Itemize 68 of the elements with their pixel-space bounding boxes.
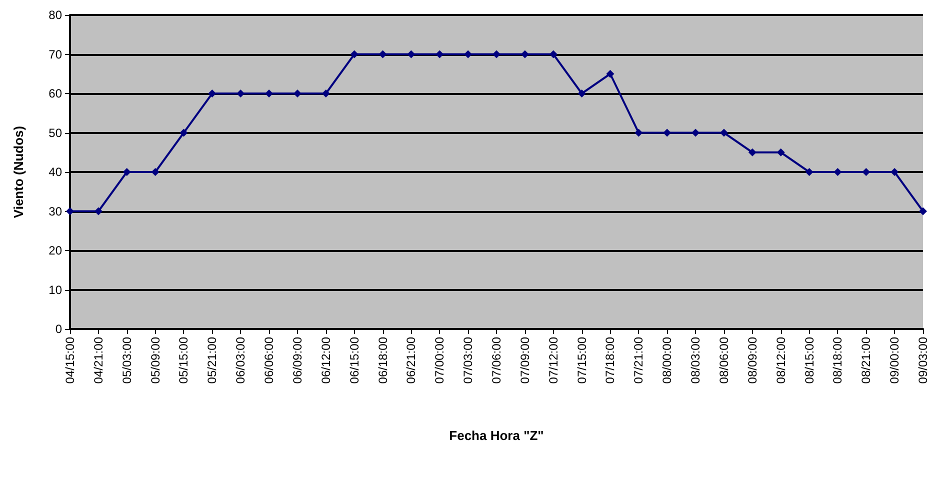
point — [862, 168, 870, 176]
x-tick-label: 08/09:00 — [745, 336, 760, 384]
x-tick-label: 05/09:00 — [148, 336, 162, 384]
x-tick-label: 05/03:00 — [120, 336, 134, 384]
x-tick-label: 07/00:00 — [432, 336, 447, 384]
y-tick-label: 70 — [48, 47, 62, 62]
y-tick-label: 0 — [55, 322, 62, 336]
x-tick-label: 08/03:00 — [688, 336, 703, 384]
x-tick-label: 04/15:00 — [63, 336, 77, 384]
point — [748, 148, 756, 156]
x-tick-label: 07/09:00 — [518, 336, 532, 384]
x-tick-label: 07/06:00 — [490, 336, 504, 384]
y-tick-label: 60 — [48, 86, 62, 100]
point — [834, 168, 842, 176]
point — [634, 128, 643, 137]
y-tick-label: 30 — [48, 204, 62, 218]
x-tick-label: 05/15:00 — [176, 336, 191, 384]
point — [350, 50, 358, 58]
x-tick-label: 08/15:00 — [802, 336, 816, 384]
x-tick-label: 05/21:00 — [205, 336, 220, 384]
y-tick-label: 10 — [48, 282, 62, 297]
point — [663, 128, 672, 137]
point — [151, 168, 160, 176]
point — [180, 128, 188, 137]
x-tick-label: 07/03:00 — [461, 336, 476, 384]
x-tick-label: 07/21:00 — [632, 336, 646, 384]
point — [492, 50, 500, 58]
point — [578, 90, 586, 98]
x-tick-label: 04/21:00 — [91, 336, 106, 384]
point — [919, 207, 927, 216]
x-tick-label: 06/09:00 — [290, 336, 304, 384]
x-tick-label: 07/18:00 — [603, 336, 618, 384]
x-tick-label: 06/03:00 — [234, 336, 248, 384]
point — [890, 168, 899, 176]
x-tick-label: 09/03:00 — [916, 336, 930, 384]
y-tick-label: 80 — [48, 8, 62, 22]
y-axis-title: Viento (Nudos) — [11, 126, 26, 218]
point — [464, 50, 472, 58]
point — [436, 50, 444, 58]
point — [549, 50, 558, 58]
x-tick-label: 06/06:00 — [262, 336, 276, 384]
x-tick-label: 08/18:00 — [830, 336, 845, 384]
x-tick-label: 08/12:00 — [774, 336, 788, 384]
point — [805, 168, 814, 176]
x-tick-label: 07/15:00 — [574, 336, 589, 384]
x-tick-label: 06/12:00 — [318, 336, 333, 384]
x-tick-label: 06/21:00 — [404, 336, 418, 384]
point — [94, 207, 102, 216]
x-tick-label: 08/21:00 — [859, 336, 874, 384]
x-axis-title: Fecha Hora "Z" — [449, 428, 544, 443]
point — [407, 50, 416, 58]
point — [520, 50, 529, 58]
point — [692, 128, 700, 137]
x-tick-label: 06/15:00 — [347, 336, 362, 384]
point — [208, 90, 216, 98]
y-tick-label: 40 — [48, 165, 62, 179]
x-tick-label: 08/00:00 — [660, 336, 674, 384]
y-tick-label: 20 — [48, 244, 62, 258]
x-tick-label: 07/12:00 — [546, 336, 560, 384]
point — [776, 148, 785, 156]
x-tick-label: 06/18:00 — [376, 336, 390, 384]
y-tick-label: 50 — [48, 126, 62, 140]
point — [378, 50, 387, 58]
x-tick-label: 09/00:00 — [888, 336, 902, 384]
point — [122, 168, 131, 176]
x-tick-label: 08/06:00 — [716, 336, 731, 384]
point — [606, 70, 614, 78]
point — [720, 128, 728, 137]
